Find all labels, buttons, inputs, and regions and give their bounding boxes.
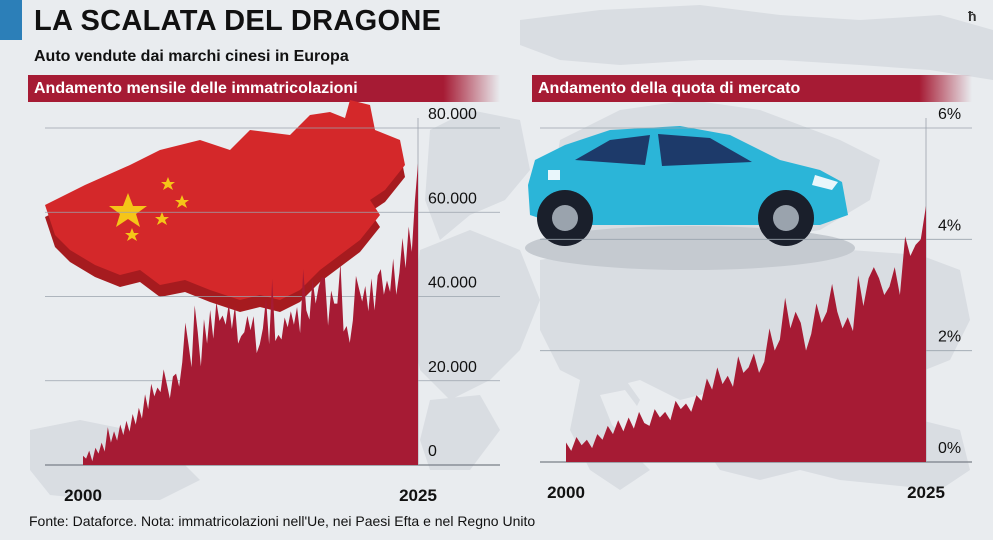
y-tick-label: 60.000 [428,190,477,207]
x-tick-label: 2025 [399,486,437,505]
y-tick-label: 4% [938,217,961,234]
accent-square [0,0,22,40]
page-title: LA SCALATA DEL DRAGONE [34,5,442,37]
chart-header-registrations: Andamento mensile delle immatricolazioni [28,75,500,102]
source-note: Fonte: Dataforce. Nota: immatricolazioni… [29,513,536,529]
y-tick-label: 2% [938,329,961,346]
x-tick-label: 2000 [547,483,585,502]
y-tick-label: 0% [938,440,961,457]
y-tick-label: 80.000 [428,106,477,123]
y-tick-label: 40.000 [428,275,477,292]
china-map-icon [45,100,405,312]
publisher-mark: ħ [968,8,977,24]
car-icon [525,126,855,270]
series-area [566,205,926,462]
chart-market-share: 0% 2% 4% 6% 2000 2025 [540,106,972,502]
x-tick-label: 2025 [907,483,945,502]
chart-registrations: 0 20.000 40.000 60.000 80.000 2000 2025 [45,106,500,505]
y-tick-label: 0 [428,443,437,460]
chart-header-market-share: Andamento della quota di mercato [532,75,972,102]
series-area [83,163,418,465]
y-tick-label: 6% [938,106,961,123]
page-subtitle: Auto vendute dai marchi cinesi in Europa [34,48,349,65]
x-tick-label: 2000 [64,486,102,505]
y-tick-label: 20.000 [428,359,477,376]
